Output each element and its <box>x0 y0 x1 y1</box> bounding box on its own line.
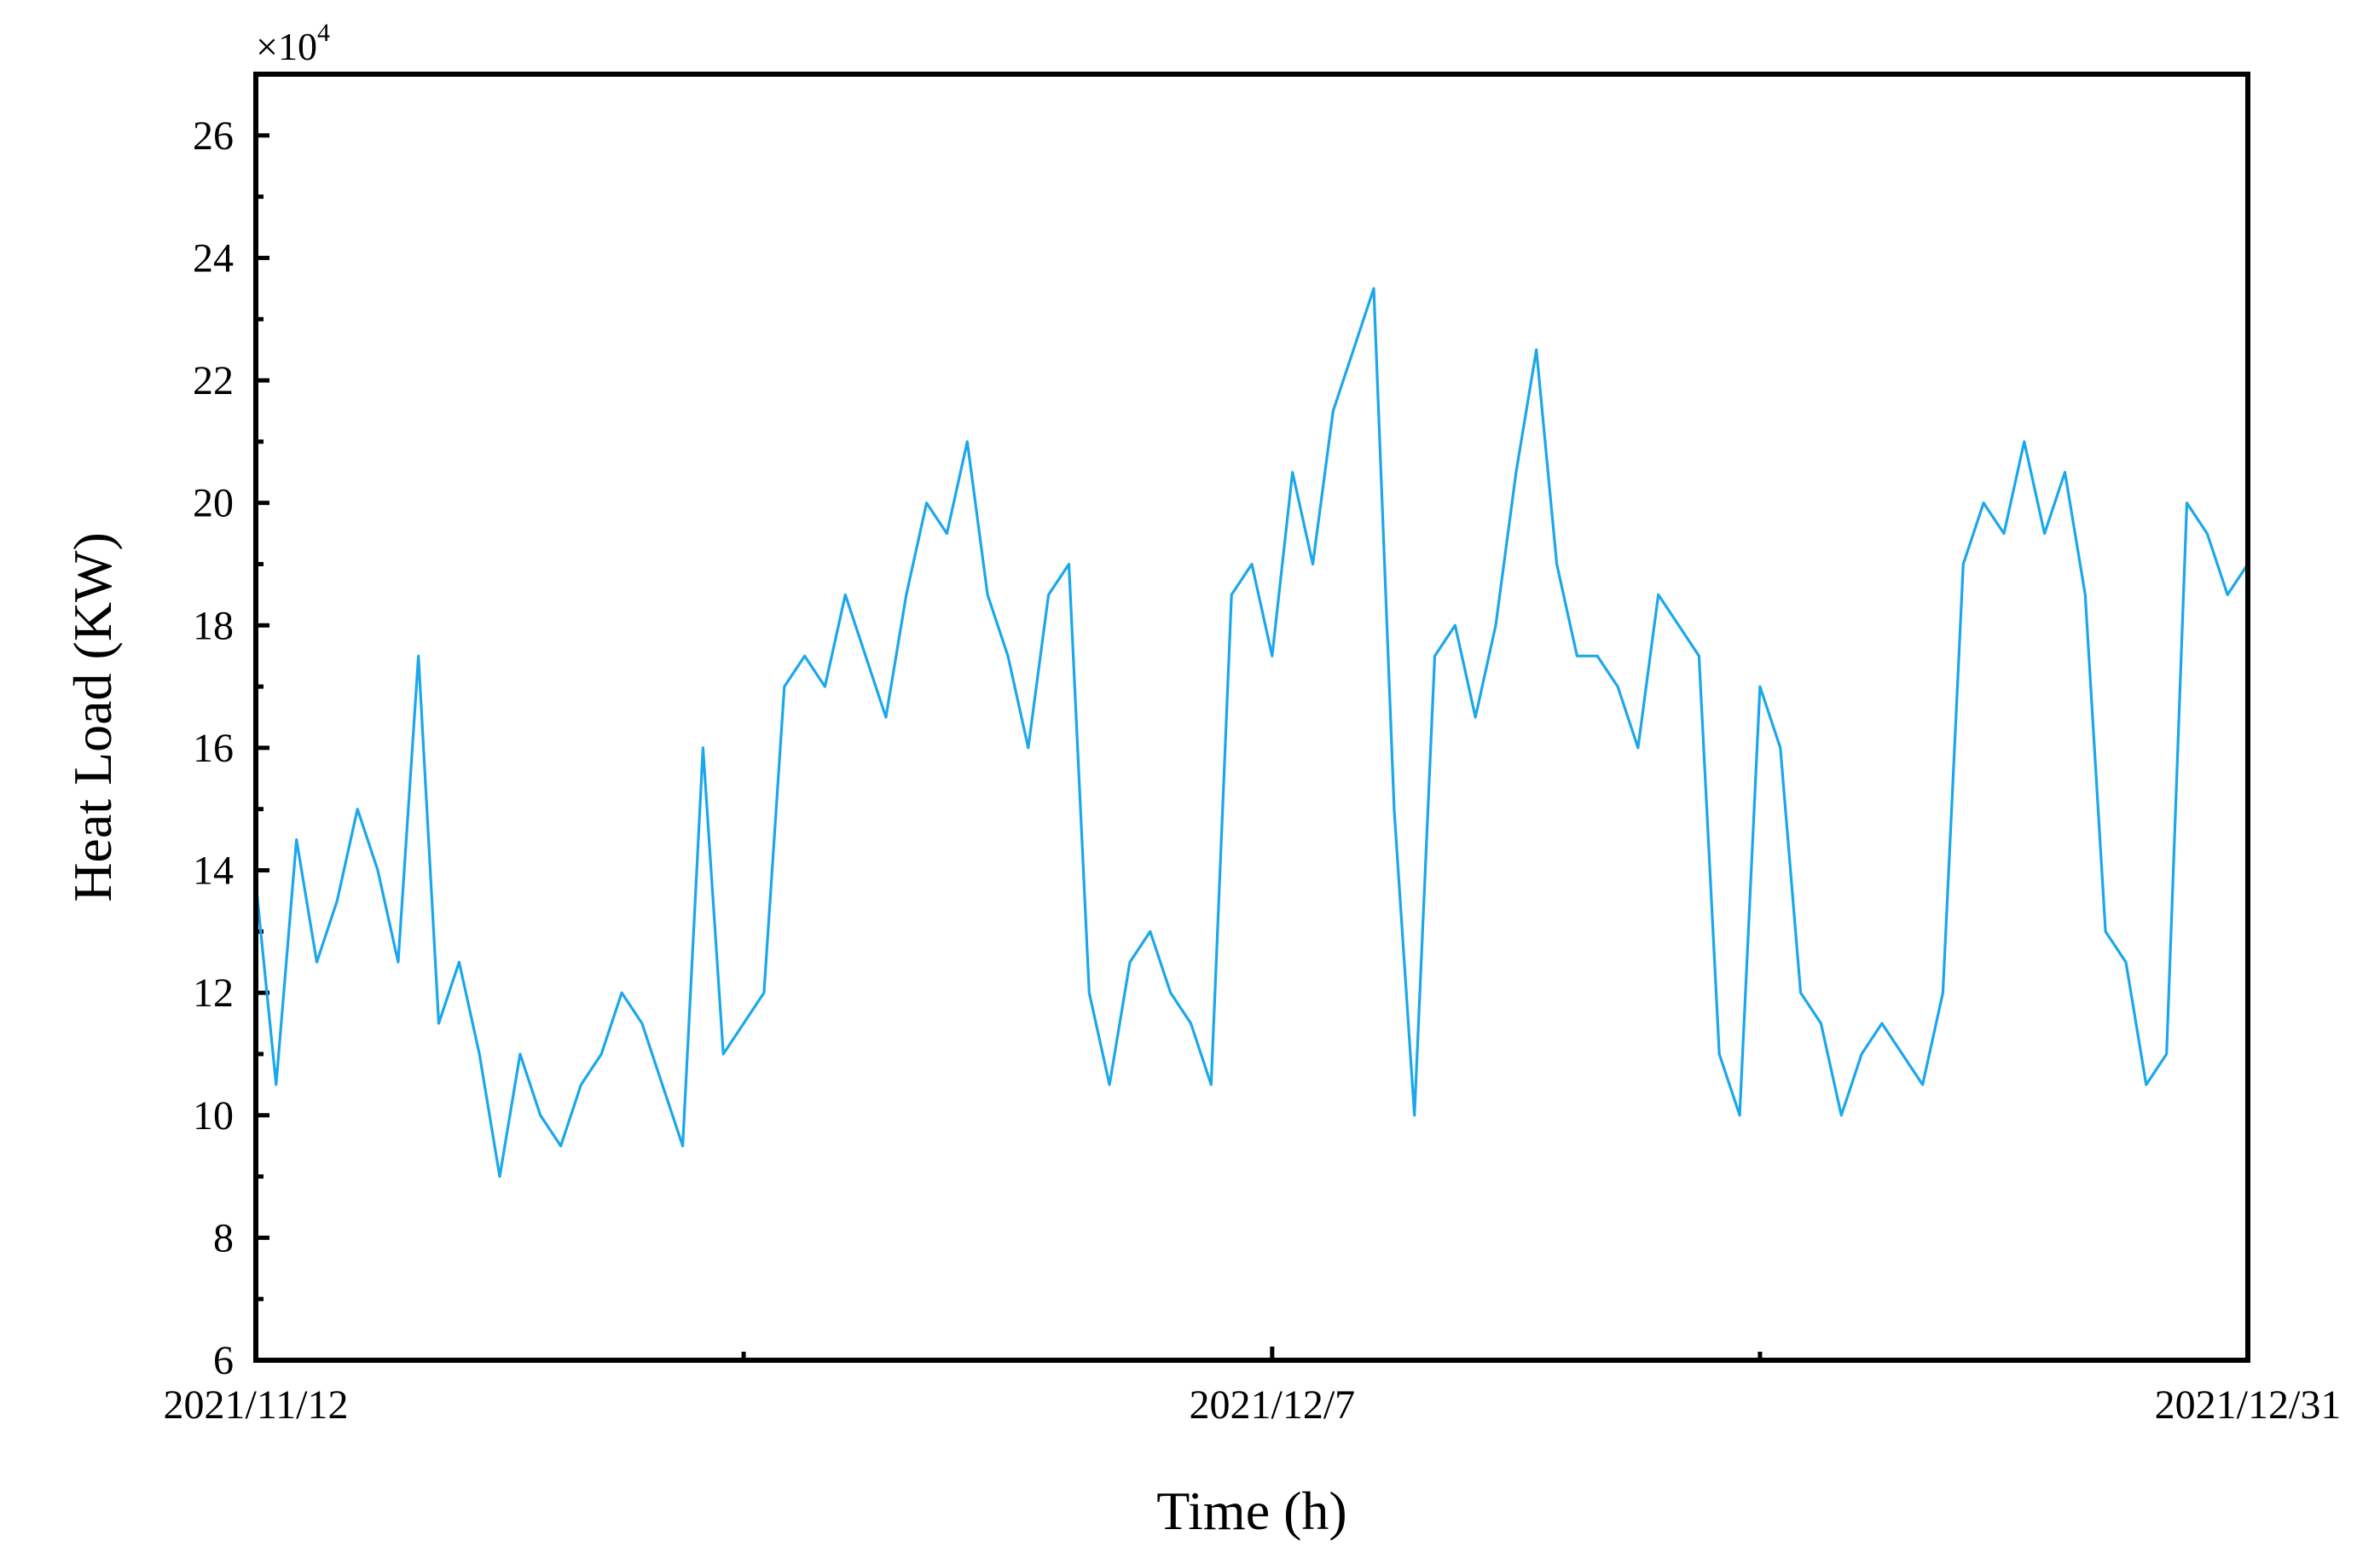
x-tick-label: 2021/12/7 <box>1190 1382 1356 1428</box>
x-tick-label: 2021/12/31 <box>2155 1382 2342 1428</box>
y-tick-label: 26 <box>193 113 234 159</box>
y-tick-label: 12 <box>193 970 234 1016</box>
y-tick-label: 16 <box>193 726 234 771</box>
y-axis-title: Heat Load (KW) <box>62 532 123 902</box>
axis-ticks <box>253 133 2250 1363</box>
y-tick-label: 18 <box>193 603 234 648</box>
y-tick-label: 20 <box>193 481 234 526</box>
y-tick-label: 6 <box>213 1338 234 1383</box>
x-tick-label: 2021/11/12 <box>164 1382 349 1428</box>
y-tick-label: 8 <box>213 1215 234 1260</box>
plot-frame <box>253 72 2250 1363</box>
y-tick-labels: 6 8 10 12 14 16 18 20 22 24 26 <box>193 113 234 1383</box>
y-tick-label: 24 <box>193 235 234 281</box>
y-tick-label: 10 <box>193 1093 234 1139</box>
y-tick-label: 14 <box>193 849 234 894</box>
y-multiplier-exponent: 4 <box>317 19 330 47</box>
x-tick-labels: 2021/11/12 2021/12/7 2021/12/31 <box>164 1382 2342 1428</box>
plot-area <box>254 287 2250 1179</box>
y-multiplier-label: ×104 <box>256 19 330 68</box>
heat-load-series-line <box>254 287 2250 1179</box>
x-axis-title: Time (h) <box>1156 1480 1346 1541</box>
y-multiplier-base: ×10 <box>256 25 317 68</box>
y-tick-label: 22 <box>193 358 234 403</box>
